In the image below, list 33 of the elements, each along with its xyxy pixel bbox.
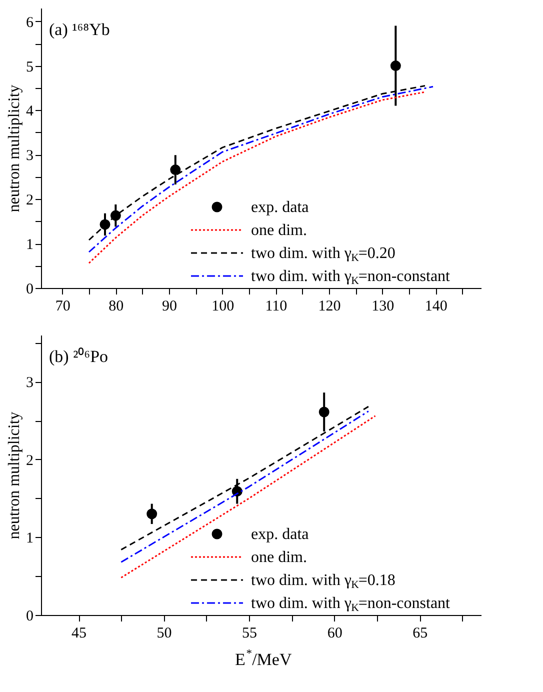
x-tick-label: 45 xyxy=(72,626,87,642)
x-tick-label: 70 xyxy=(55,298,70,314)
x-tick-label: 100 xyxy=(212,298,234,314)
x-tick-label: 120 xyxy=(318,298,341,314)
legend-label: one dim. xyxy=(251,222,307,239)
x-axis-title: E*/MeV xyxy=(234,647,292,669)
y-tick-label: 4 xyxy=(26,104,34,120)
y-axis-title: neutron multiplicity xyxy=(6,412,23,540)
y-tick-label: 1 xyxy=(26,530,34,547)
legend-label: one dim. xyxy=(251,549,307,566)
x-tick-label: 80 xyxy=(108,298,124,314)
y-tick-label: 0 xyxy=(26,608,34,624)
x-tick-label: 65 xyxy=(412,626,428,642)
x-tick-label: 50 xyxy=(156,626,172,642)
x-tick-label: 130 xyxy=(372,298,394,314)
y-axis-title: neutron multiplicity xyxy=(6,84,23,212)
annotation: (b) ²⁰⁶Po xyxy=(49,347,108,366)
y-tick-label: 5 xyxy=(26,59,34,76)
y-tick-label: 3 xyxy=(26,375,34,392)
y-tick-label: 0 xyxy=(26,282,34,298)
annotation: (a) ¹⁶⁸Yb xyxy=(49,20,110,39)
x-tick-label: 90 xyxy=(162,298,177,314)
y-tick-label: 2 xyxy=(26,452,34,469)
x-tick-label: 60 xyxy=(327,626,342,642)
y-tick-label: 1 xyxy=(26,237,34,254)
legend-label: exp. data xyxy=(251,199,309,216)
x-tick-label: 110 xyxy=(265,298,288,314)
x-tick-label: 140 xyxy=(424,298,448,314)
y-tick-label: 2 xyxy=(26,192,34,209)
y-tick-label: 3 xyxy=(26,148,34,164)
y-tick-label: 6 xyxy=(26,14,34,31)
x-tick-label: 55 xyxy=(242,626,258,642)
legend-label: exp. data xyxy=(251,526,309,543)
